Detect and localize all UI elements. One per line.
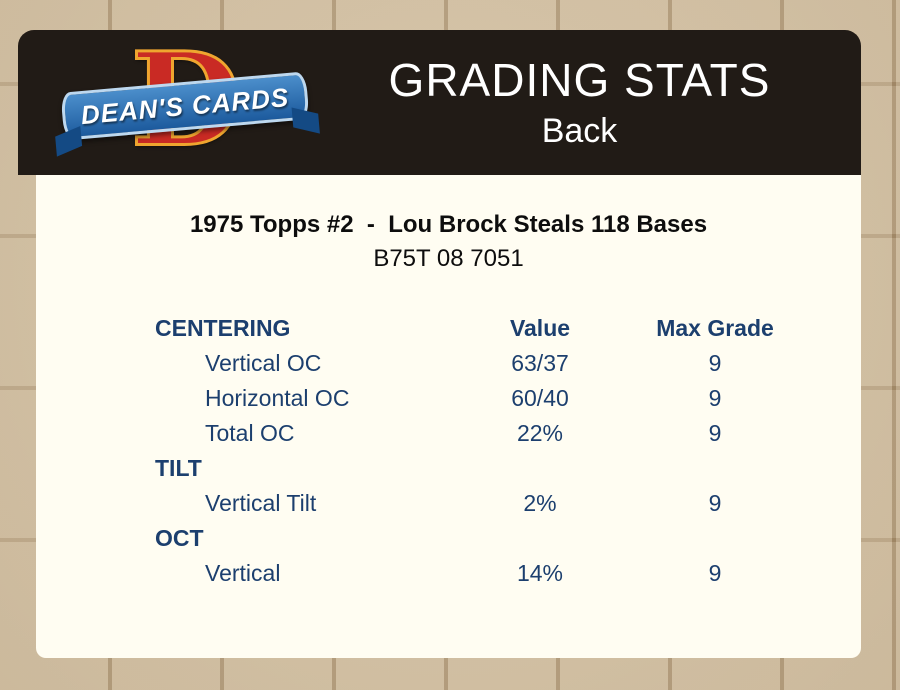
row-value: 22% — [516, 420, 564, 446]
column-header-value: Value — [509, 315, 571, 341]
deans-cards-logo: D DEAN'S CARDS — [60, 35, 312, 170]
row-value: 14% — [516, 560, 564, 586]
row-max-grade: 9 — [708, 490, 722, 516]
row-label: Total OC — [205, 420, 295, 446]
row-label: Vertical — [205, 560, 281, 586]
table-row: Total OC 22% 9 — [155, 420, 861, 455]
row-value: 63/37 — [511, 350, 569, 376]
row-max-grade: 9 — [708, 350, 722, 376]
row-max-grade: 9 — [708, 385, 722, 411]
section-header-row: TILT — [155, 455, 861, 490]
card-serial: B75T 08 7051 — [373, 245, 524, 272]
row-value: 2% — [523, 490, 557, 516]
table-row: Vertical OC 63/37 9 — [155, 350, 861, 385]
row-max-grade: 9 — [708, 420, 722, 446]
table-header-row: CENTERING Value Max Grade — [155, 315, 861, 350]
table-row: Vertical Tilt 2% 9 — [155, 490, 861, 525]
card-title: 1975 Topps #2 - Lou Brock Steals 118 Bas… — [189, 211, 708, 238]
column-header-max-grade: Max Grade — [656, 315, 774, 341]
logo-text: DEAN'S CARDS — [79, 81, 291, 130]
row-label: Horizontal OC — [205, 385, 350, 411]
table-row: Vertical 14% 9 — [155, 560, 861, 595]
row-label: Vertical OC — [205, 350, 322, 376]
header-titles: GRADING STATS Back — [318, 30, 841, 175]
row-label: Vertical Tilt — [205, 490, 317, 516]
section-label-oct: OCT — [155, 525, 204, 551]
header-bar: D DEAN'S CARDS GRADING STATS Back — [18, 30, 861, 175]
content-panel: 1975 Topps #2 - Lou Brock Steals 118 Bas… — [36, 175, 861, 658]
row-max-grade: 9 — [708, 560, 722, 586]
grading-stats-table: CENTERING Value Max Grade Vertical OC 63… — [155, 315, 861, 595]
table-row: Horizontal OC 60/40 9 — [155, 385, 861, 420]
section-label-centering: CENTERING — [155, 315, 291, 341]
page-subtitle: Back — [541, 111, 618, 150]
page-title: GRADING STATS — [388, 53, 771, 106]
section-header-row: OCT — [155, 525, 861, 560]
section-label-tilt: TILT — [155, 455, 202, 481]
row-value: 60/40 — [511, 385, 569, 411]
